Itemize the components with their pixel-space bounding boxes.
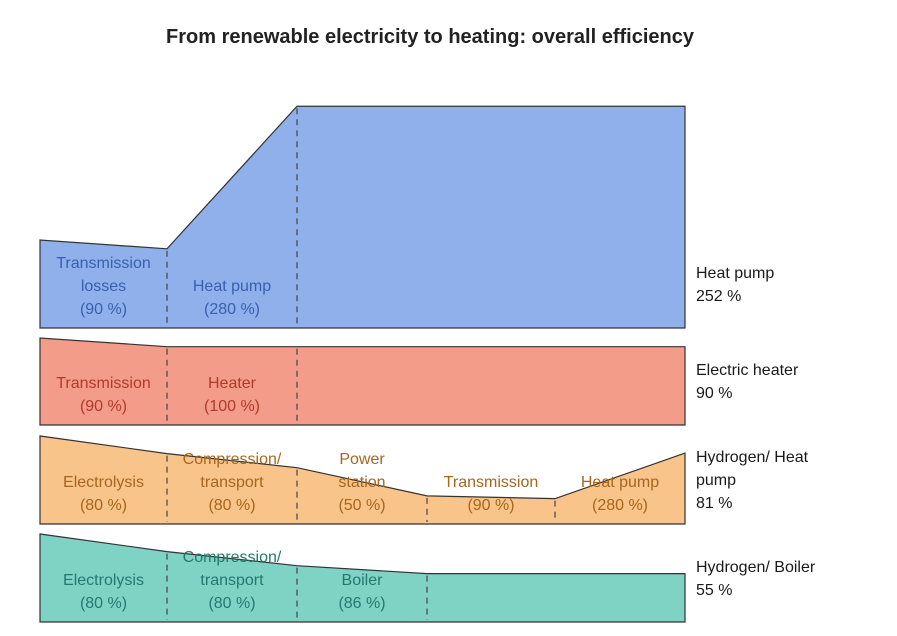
stage-label: transport xyxy=(200,572,264,589)
stage-label: (100 %) xyxy=(204,398,260,415)
result-label: 81 % xyxy=(696,495,732,512)
stage-label: Compression/ xyxy=(183,549,282,566)
result-label: Electric heater xyxy=(696,362,799,379)
stage-label: Electrolysis xyxy=(63,474,144,491)
electric-heater-band xyxy=(39,337,686,426)
pathway-hydrogen-heat-pump: Electrolysis (80 %) Compression/transport (… xyxy=(39,435,809,525)
stage-label: Compression/ xyxy=(183,451,282,468)
stage-label: Transmission xyxy=(56,375,151,392)
stage-label: Heat pump xyxy=(581,474,659,491)
stage-label: (80 %) xyxy=(80,497,127,514)
result-label: Heat pump xyxy=(696,265,774,282)
stage-label: (280 %) xyxy=(592,497,648,514)
stage-label: Electrolysis xyxy=(63,572,144,589)
result-label: Hydrogen/ Heat xyxy=(696,449,809,466)
stage-label: (90 %) xyxy=(80,301,127,318)
hydrogen-heat-pump-band xyxy=(39,435,686,525)
chart-title: From renewable electricity to heating: o… xyxy=(166,26,694,48)
stage-label: Heat pump xyxy=(193,278,271,295)
stage-label: (90 %) xyxy=(80,398,127,415)
pathway-electric-heater: Transmission (90 %) Heater (100 %) Electric … xyxy=(39,337,799,426)
stage-label: (80 %) xyxy=(208,497,255,514)
stage-label: (80 %) xyxy=(208,595,255,612)
result-label: 90 % xyxy=(696,385,732,402)
stage-label: Heater xyxy=(208,375,257,392)
stage-label: station xyxy=(338,474,385,491)
stage-label: Transmission xyxy=(56,255,151,272)
stage-label: (280 %) xyxy=(204,301,260,318)
pathway-heat-pump: Transmission losses (90 %) Heat pump (280 %)… xyxy=(39,105,774,329)
stage-label: Boiler xyxy=(342,572,384,589)
result-label: 55 % xyxy=(696,582,732,599)
result-label: pump xyxy=(696,472,736,489)
pathway-hydrogen-boiler: Electrolysis (80 %) Compression/transport (… xyxy=(39,533,816,623)
result-label: Hydrogen/ Boiler xyxy=(696,559,816,576)
hydrogen-boiler-band xyxy=(39,533,686,623)
stage-label: Transmission xyxy=(444,474,539,491)
stage-label: transport xyxy=(200,474,264,491)
stage-label: (50 %) xyxy=(338,497,385,514)
stage-label: (90 %) xyxy=(467,497,514,514)
stage-label: (86 %) xyxy=(338,595,385,612)
stage-label: (80 %) xyxy=(80,595,127,612)
heat-pump-band xyxy=(39,105,686,329)
stage-label: Power xyxy=(339,451,385,468)
result-label: 252 % xyxy=(696,288,741,305)
stage-label: losses xyxy=(81,278,126,295)
